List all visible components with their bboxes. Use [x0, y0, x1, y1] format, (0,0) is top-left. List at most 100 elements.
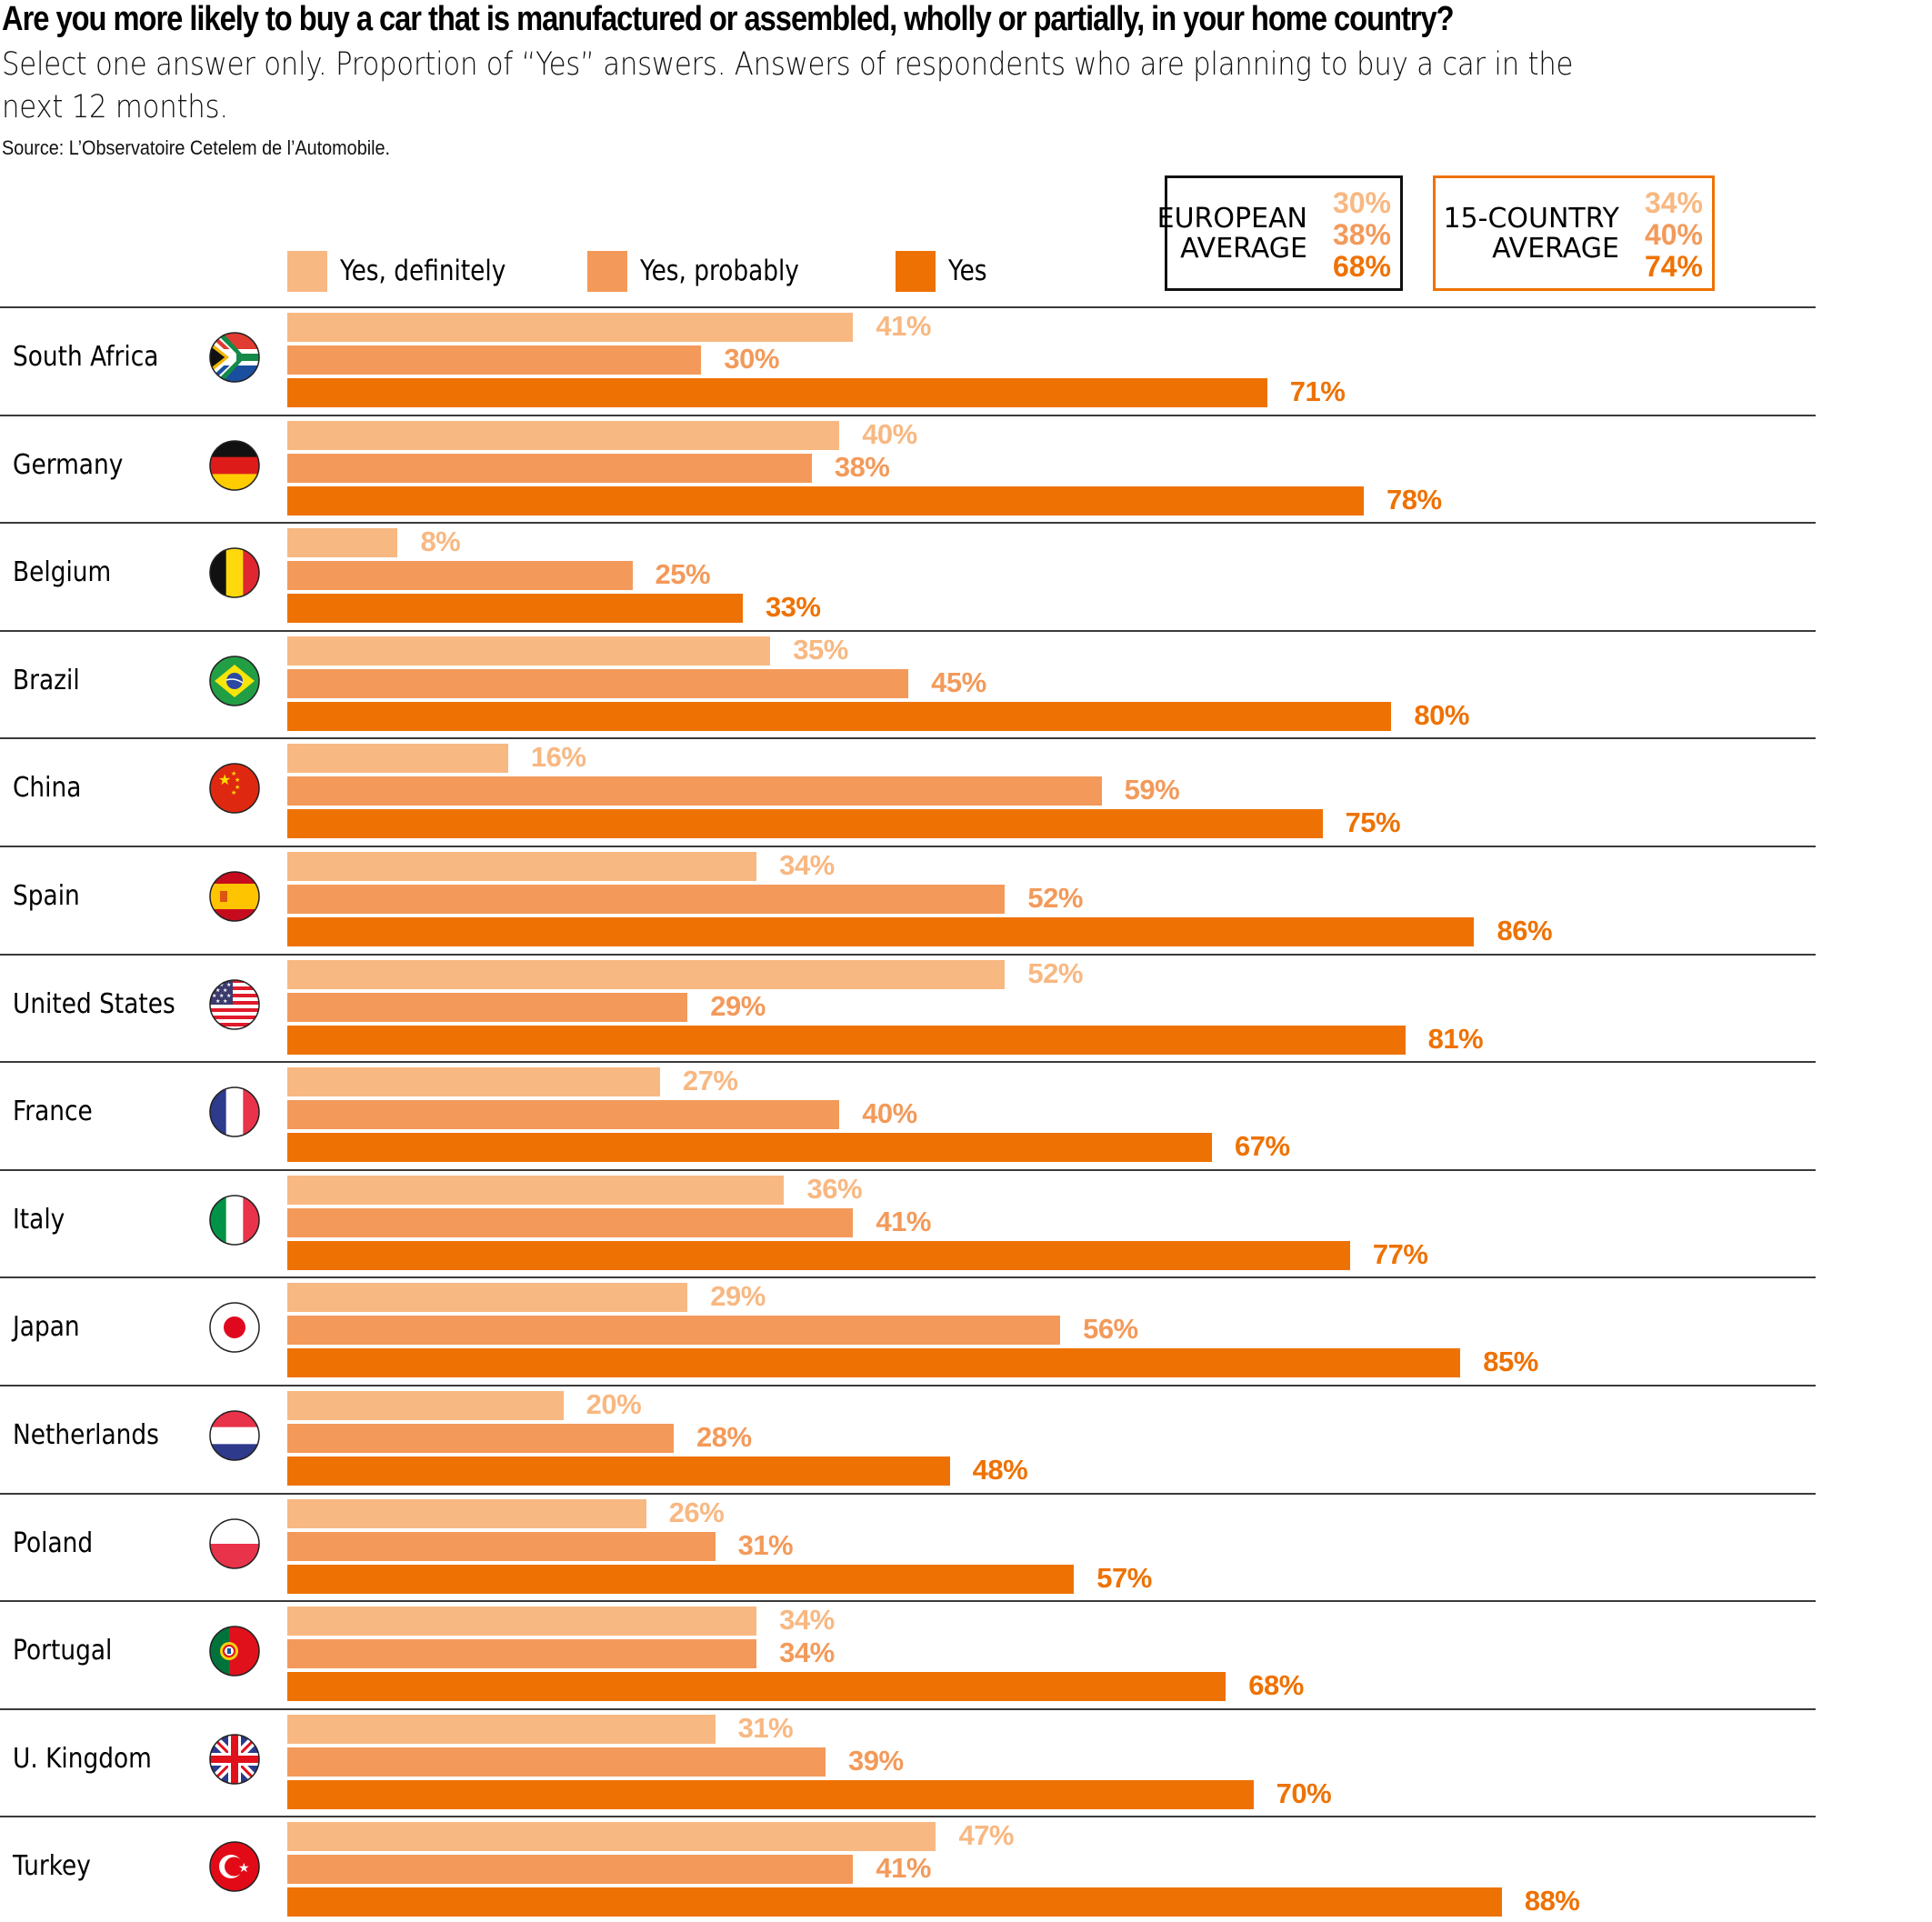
- bar-definitely: [287, 1391, 564, 1420]
- country-label: Netherlands: [13, 1419, 159, 1451]
- legend-label: Yes: [948, 255, 987, 287]
- bar-yes: [287, 1779, 1254, 1809]
- fifteen-country-average-label: 15-COUNTRY AVERAGE: [1443, 203, 1619, 265]
- country-label: Germany: [13, 448, 124, 481]
- bar-probably: [287, 1855, 854, 1885]
- svg-text:★: ★: [235, 776, 240, 784]
- bar-value-label: 56%: [1083, 1313, 1138, 1346]
- bar-yes: [287, 1457, 950, 1486]
- poland-flag-icon: [209, 1517, 260, 1569]
- bar-definitely: [287, 1607, 757, 1637]
- bar-value-label: 77%: [1372, 1237, 1428, 1270]
- bar-yes: [287, 1025, 1406, 1055]
- bar-probably: [287, 776, 1102, 806]
- svg-text:★: ★: [235, 784, 240, 791]
- country-label: Spain: [13, 880, 80, 912]
- netherlands-flag-icon: [209, 1410, 260, 1461]
- bar-probably: [287, 1424, 675, 1453]
- row-divider: [0, 1492, 1816, 1495]
- bar-probably: [287, 668, 909, 698]
- bar-yes: [287, 594, 743, 624]
- bar-yes: [287, 1672, 1226, 1702]
- united-states-flag-icon: ★ ★ ★ ★ ★ ★ ★ ★ ★ ★: [209, 978, 260, 1030]
- bar-yes: [287, 1348, 1461, 1378]
- bar-value-label: 41%: [876, 1852, 931, 1885]
- chart-subtitle: Select one answer only. Proportion of “Y…: [2, 46, 1574, 125]
- germany-flag-icon: [209, 439, 260, 491]
- bar-probably: [287, 885, 1006, 914]
- united-kingdom-flag-icon: [209, 1734, 260, 1785]
- legend-item-probably: Yes, probably: [587, 250, 827, 292]
- bar-yes: [287, 809, 1323, 839]
- bar-definitely: [287, 1822, 936, 1852]
- bar-value-label: 38%: [834, 450, 890, 483]
- bar-value-label: 16%: [530, 741, 586, 774]
- row-divider: [0, 737, 1816, 740]
- country-label: Portugal: [13, 1635, 113, 1667]
- bar-definitely: [287, 636, 771, 666]
- italy-flag-icon: [209, 1195, 260, 1246]
- country-label: U. Kingdom: [13, 1742, 152, 1775]
- bar-value-label: 70%: [1276, 1777, 1332, 1809]
- bar-definitely: [287, 1283, 688, 1313]
- row-divider: [0, 306, 1816, 308]
- bar-probably: [287, 1316, 1061, 1346]
- chart-source: Source: L’Observatoire Cetelem de l’Auto…: [2, 136, 391, 159]
- avg-value-yes: 74%: [1644, 250, 1703, 283]
- country-label: Brazil: [13, 664, 80, 696]
- bar-value-label: 25%: [655, 558, 711, 591]
- japan-flag-icon: [209, 1302, 260, 1354]
- bar-value-label: 75%: [1345, 806, 1401, 839]
- bar-value-label: 41%: [876, 310, 931, 342]
- brazil-flag-icon: [209, 656, 260, 706]
- row-divider: [0, 1061, 1816, 1064]
- bar-value-label: 30%: [724, 343, 779, 375]
- legend-swatch-probably: [587, 250, 627, 292]
- china-flag-icon: ★ ★ ★ ★ ★: [209, 763, 260, 815]
- bar-probably: [287, 1531, 716, 1561]
- belgium-flag-icon: [209, 547, 260, 598]
- legend-item-yes: Yes: [896, 250, 994, 292]
- svg-text:★: ★: [226, 982, 231, 988]
- svg-text:★: ★: [219, 982, 224, 988]
- spain-flag-icon: [209, 871, 260, 922]
- row-divider: [0, 629, 1816, 632]
- bar-value-label: 80%: [1414, 698, 1469, 731]
- svg-text:★: ★: [238, 1860, 250, 1875]
- european-average-box: EUROPEAN AVERAGE 30% 38% 68%: [1157, 175, 1403, 291]
- portugal-flag-icon: [209, 1626, 260, 1677]
- bar-value-label: 36%: [806, 1172, 863, 1205]
- country-label: Turkey: [13, 1850, 91, 1883]
- bar-yes: [287, 917, 1475, 946]
- bar-probably: [287, 1639, 757, 1669]
- bar-value-label: 29%: [710, 989, 766, 1022]
- bar-yes: [287, 1887, 1502, 1917]
- bar-value-label: 26%: [668, 1496, 725, 1528]
- bar-probably: [287, 1100, 840, 1130]
- bar-value-label: 40%: [862, 417, 917, 450]
- legend-swatch-definitely: [287, 250, 327, 292]
- bar-probably: [287, 345, 702, 375]
- european-average-values: 30% 38% 68%: [1333, 187, 1391, 283]
- svg-text:★: ★: [231, 789, 236, 796]
- bar-value-label: 28%: [696, 1421, 752, 1453]
- bar-yes: [287, 1133, 1213, 1163]
- svg-text:★: ★: [218, 773, 231, 788]
- svg-text:★: ★: [215, 987, 220, 994]
- avg-value-yes: 68%: [1332, 250, 1391, 283]
- avg-value-probably: 40%: [1644, 218, 1703, 251]
- bar-definitely: [287, 744, 508, 774]
- bar-value-label: 31%: [737, 1711, 794, 1744]
- country-label: South Africa: [13, 341, 159, 373]
- svg-text:★: ★: [212, 982, 216, 988]
- bar-value-label: 39%: [848, 1744, 904, 1777]
- row-divider: [0, 1385, 1816, 1386]
- bar-probably: [287, 1747, 826, 1777]
- legend-label: Yes, probably: [640, 255, 799, 287]
- bar-definitely: [287, 1067, 660, 1097]
- bar-value-label: 88%: [1524, 1885, 1580, 1917]
- country-label: France: [13, 1096, 93, 1128]
- bar-value-label: 47%: [958, 1819, 1014, 1852]
- row-divider: [0, 1168, 1816, 1171]
- bar-value-label: 31%: [737, 1528, 794, 1561]
